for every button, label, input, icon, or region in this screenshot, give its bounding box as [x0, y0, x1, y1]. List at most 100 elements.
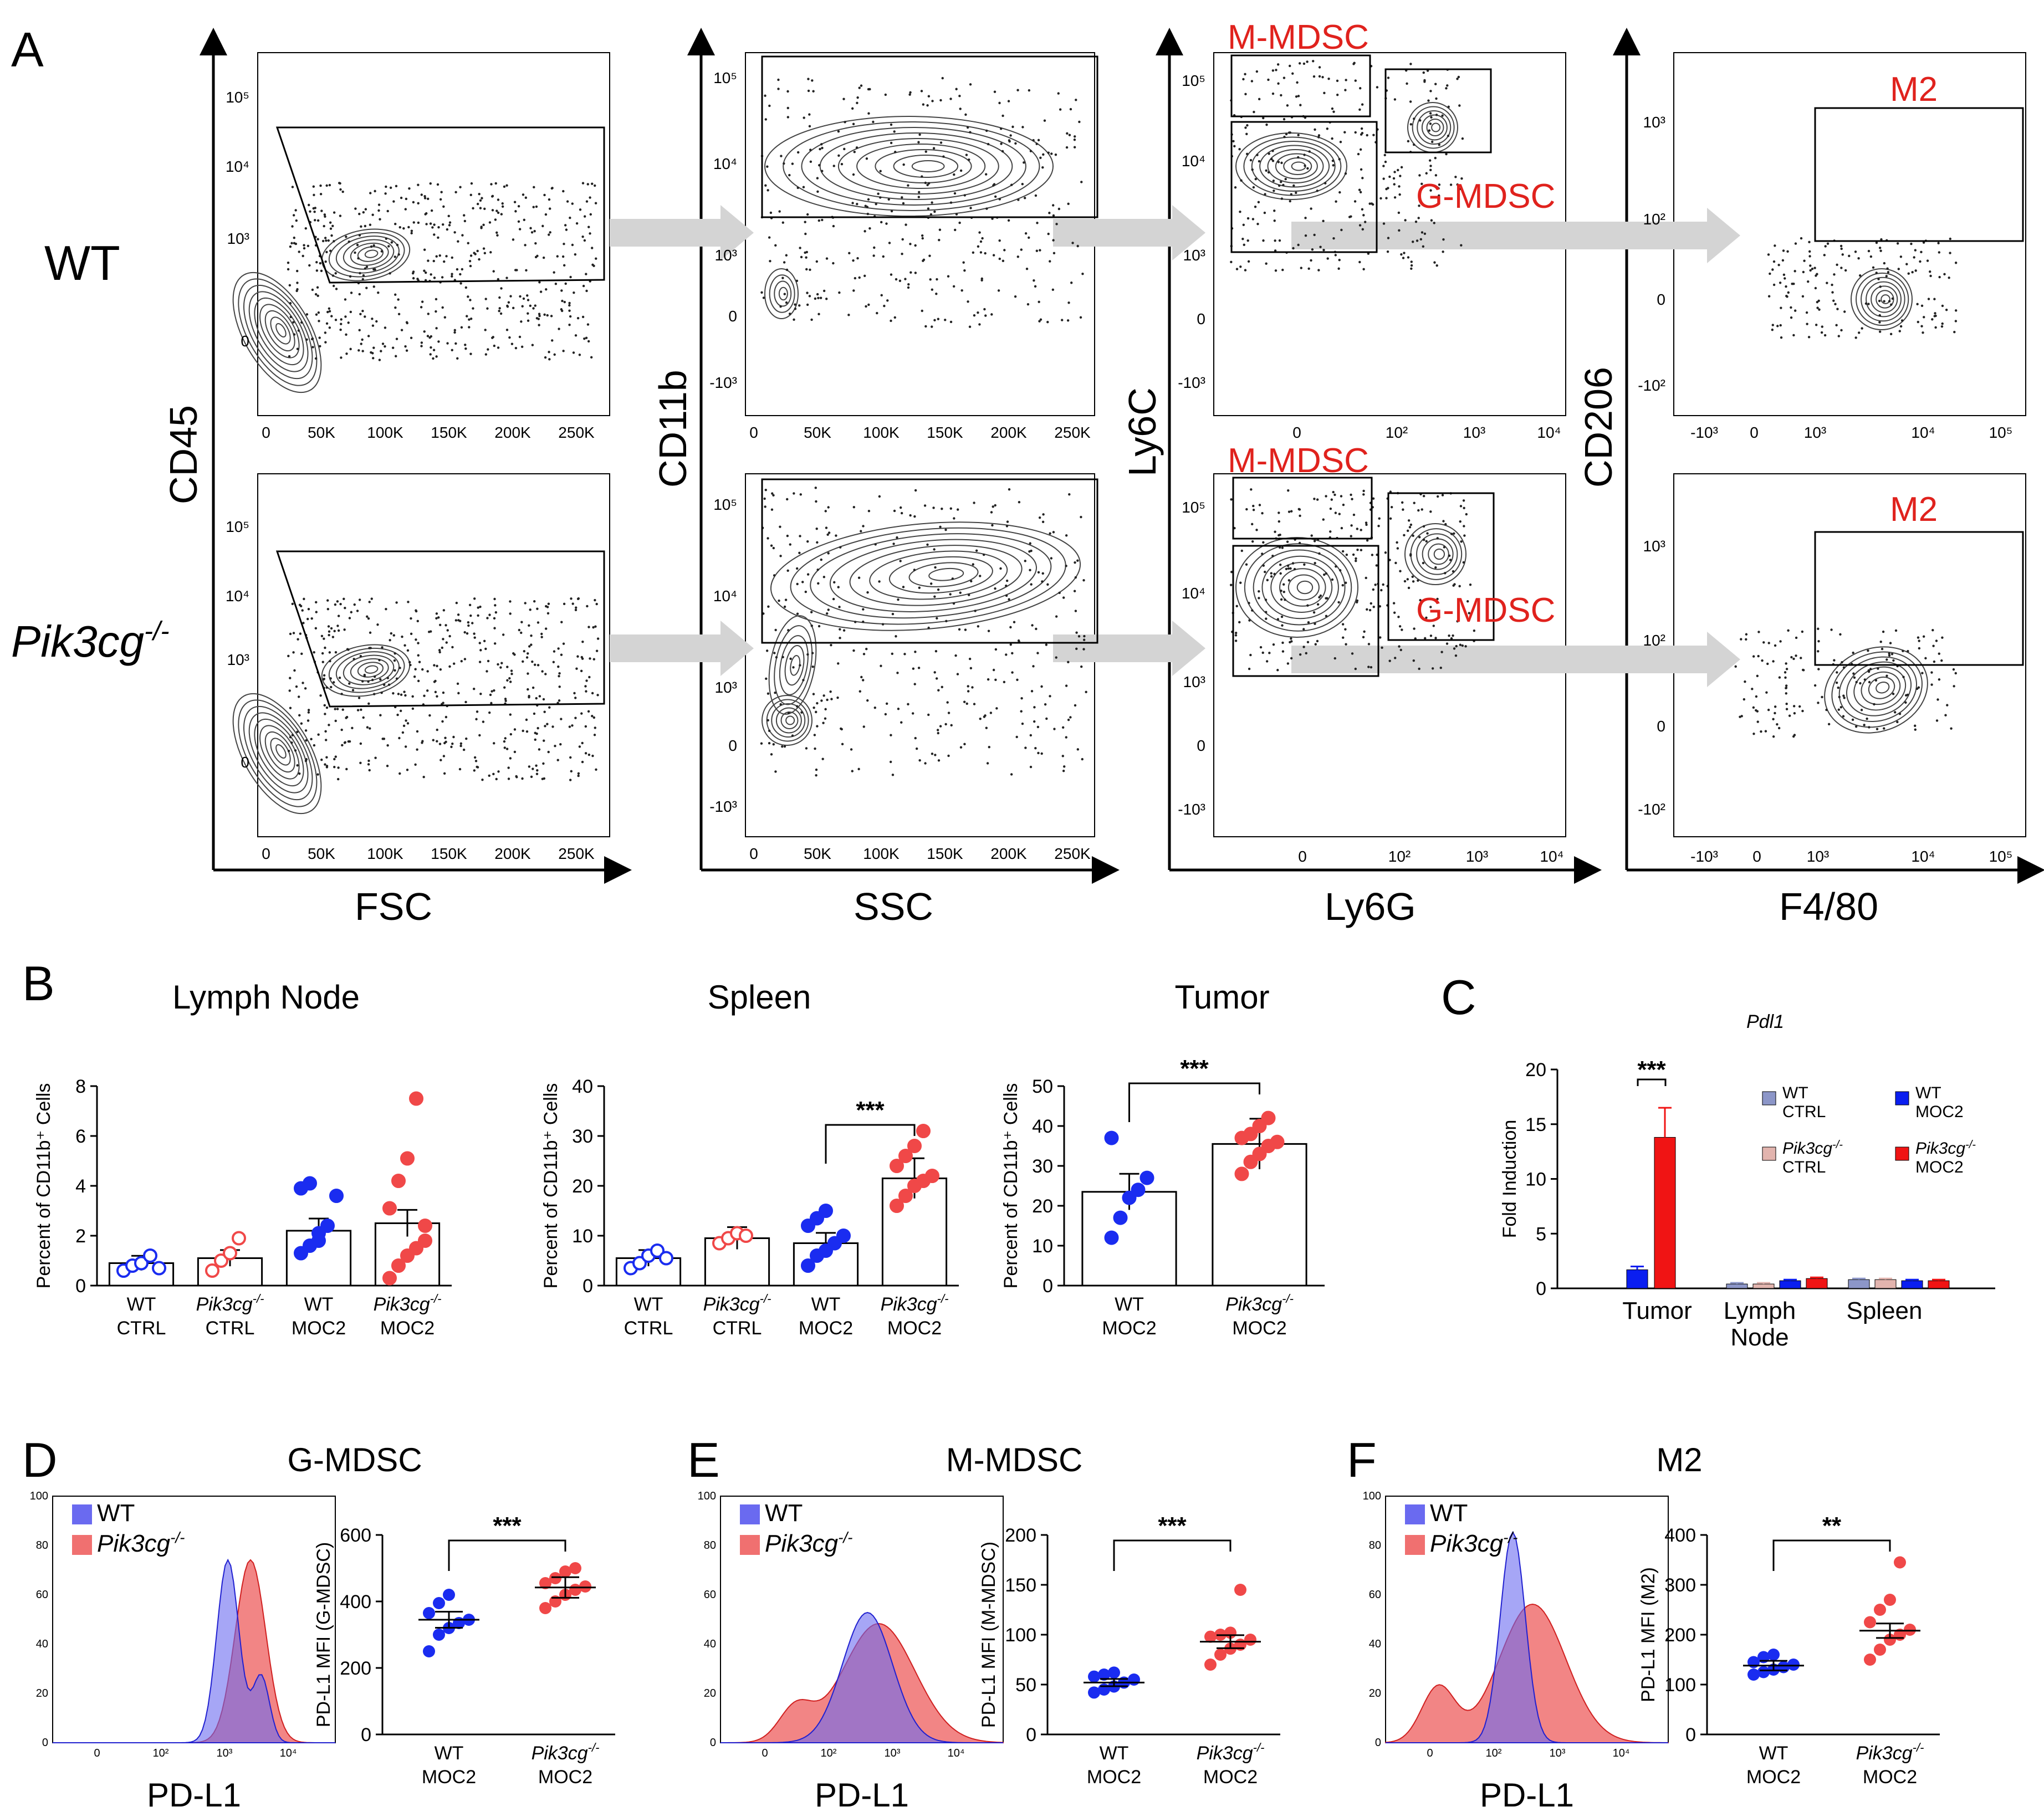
event-dot-f480-ko [1785, 668, 1789, 671]
event-dot-ly6c-wt [1438, 144, 1440, 146]
event-dot-ly6c-wt [1285, 132, 1288, 136]
event-dot-fsc-ko [527, 672, 529, 675]
event-dot-ly6c-ko [1370, 666, 1373, 669]
event-dot-fsc-wt [589, 196, 591, 199]
event-dot-ly6c-ko [1363, 630, 1366, 633]
event-dot-ssc-ko [862, 653, 866, 656]
event-dot-fsc-ko [343, 597, 345, 601]
event-dot-f480-wt [1934, 312, 1936, 315]
event-dot-ly6c-ko [1408, 526, 1412, 529]
gate-cd45-wt [275, 126, 605, 284]
event-dot-ssc-wt [805, 268, 808, 271]
event-dot-fsc-ko [520, 621, 523, 623]
event-dot-ssc-ko [914, 651, 917, 653]
event-dot-f480-wt [1777, 263, 1780, 267]
event-dot-fsc-wt [345, 333, 348, 336]
event-dot-ssc-ko [799, 664, 801, 667]
event-dot-ly6c-wt [1276, 63, 1280, 66]
event-dot-ly6c-wt [1332, 110, 1335, 113]
event-dot-f480-ko [1930, 683, 1933, 686]
event-dot-ly6c-wt [1249, 158, 1253, 162]
event-dot-ssc-ko [799, 493, 802, 496]
event-dot-fsc-wt [551, 339, 554, 342]
event-dot-fsc-wt [334, 272, 337, 275]
event-dot-ssc-ko [1050, 557, 1053, 560]
event-dot-ssc-ko [806, 653, 809, 656]
event-dot-fsc-ko [445, 641, 448, 644]
event-dot-ly6c-wt [1251, 218, 1255, 221]
contour-fsc-wt-low [254, 297, 304, 366]
event-dot-fsc-ko [509, 757, 512, 760]
event-dot-ssc-wt [837, 130, 840, 133]
event-dot-fsc-ko [507, 766, 510, 769]
event-dot-fsc-ko [488, 774, 490, 777]
panel-b-point [836, 1229, 851, 1243]
event-dot-ly6c-wt [1425, 172, 1428, 175]
event-dot-ly6c-wt [1331, 137, 1333, 140]
event-dot-fsc-ko [528, 765, 531, 768]
event-dot-f480-wt [1913, 256, 1915, 259]
event-dot-fsc-wt [548, 198, 551, 201]
event-dot-ly6c-ko [1412, 580, 1415, 583]
event-dot-fsc-ko [289, 736, 292, 739]
event-dot-fsc-ko [543, 710, 546, 713]
event-dot-ssc-ko [813, 734, 816, 736]
event-dot-ly6c-ko [1285, 567, 1288, 570]
event-dot-ly6c-ko [1322, 518, 1325, 521]
event-dot-ssc-wt [904, 278, 907, 280]
event-dot-ly6c-ko [1462, 561, 1465, 564]
event-dot-ly6c-wt [1361, 177, 1364, 180]
event-dot-f480-ko [1842, 666, 1846, 669]
event-dot-fsc-wt [451, 275, 453, 278]
event-dot-f480-ko [1785, 687, 1788, 689]
event-dot-fsc-wt [522, 193, 525, 196]
event-dot-ssc-wt [933, 210, 936, 213]
histogram-xtick-label: 10² [1486, 1747, 1502, 1759]
legend-label-ko-sup: -/- [1503, 1529, 1517, 1546]
event-dot-fsc-ko [459, 742, 463, 745]
event-dot-fsc-wt [453, 231, 456, 234]
event-dot-fsc-wt [515, 269, 518, 272]
scatter-point [1088, 1686, 1100, 1699]
contour-ly6c-wt [1259, 145, 1330, 188]
event-dot-f480-wt [1800, 237, 1803, 240]
event-dot-fsc-wt [315, 260, 318, 264]
panel-b-point [382, 1201, 397, 1216]
event-dot-fsc-wt [534, 255, 538, 259]
scatter-point [1128, 1673, 1140, 1686]
event-dot-fsc-ko [448, 665, 451, 668]
event-dot-fsc-ko [452, 662, 456, 665]
panel-b-xtick-label: Pik3cg-/- [1225, 1292, 1294, 1315]
event-dot-ssc-ko [760, 742, 763, 745]
event-dot-fsc-wt [494, 218, 497, 221]
event-dot-fsc-ko [553, 650, 556, 653]
histogram-xtick-label: 10⁴ [948, 1747, 965, 1759]
event-dot-ssc-wt [963, 194, 966, 197]
event-dot-ly6c-ko [1316, 498, 1319, 501]
event-dot-ssc-ko [779, 555, 782, 557]
event-dot-fsc-ko [481, 778, 484, 781]
event-dot-f480-ko [1930, 671, 1933, 674]
event-dot-fsc-ko [541, 670, 544, 673]
event-dot-fsc-ko [509, 600, 512, 603]
event-dot-ssc-wt [883, 304, 886, 308]
event-dot-ssc-ko [1074, 610, 1077, 612]
event-dot-fsc-ko [513, 728, 517, 731]
panel-c-bar [1901, 1280, 1923, 1289]
event-dot-f480-ko [1757, 631, 1760, 633]
event-dot-ssc-wt [901, 196, 903, 199]
scatter-xtick-label2: MOC2 [538, 1767, 592, 1788]
panel-b-xtick-label: Pik3cg-/- [703, 1292, 771, 1315]
event-dot-fsc-ko [301, 609, 304, 612]
event-dot-ly6c-wt [1268, 152, 1270, 155]
event-dot-ssc-ko [1049, 532, 1051, 535]
histogram-wt [720, 1611, 1003, 1743]
event-dot-fsc-ko [428, 714, 431, 717]
event-dot-fsc-ko [292, 651, 295, 654]
event-dot-ssc-ko [1065, 684, 1068, 687]
event-dot-ly6c-ko [1350, 535, 1352, 538]
scatter-xtick-label2: MOC2 [1746, 1767, 1801, 1788]
event-dot-ly6c-wt [1359, 87, 1362, 90]
event-dot-ly6c-ko [1465, 513, 1468, 516]
event-dot-ssc-wt [993, 90, 997, 93]
